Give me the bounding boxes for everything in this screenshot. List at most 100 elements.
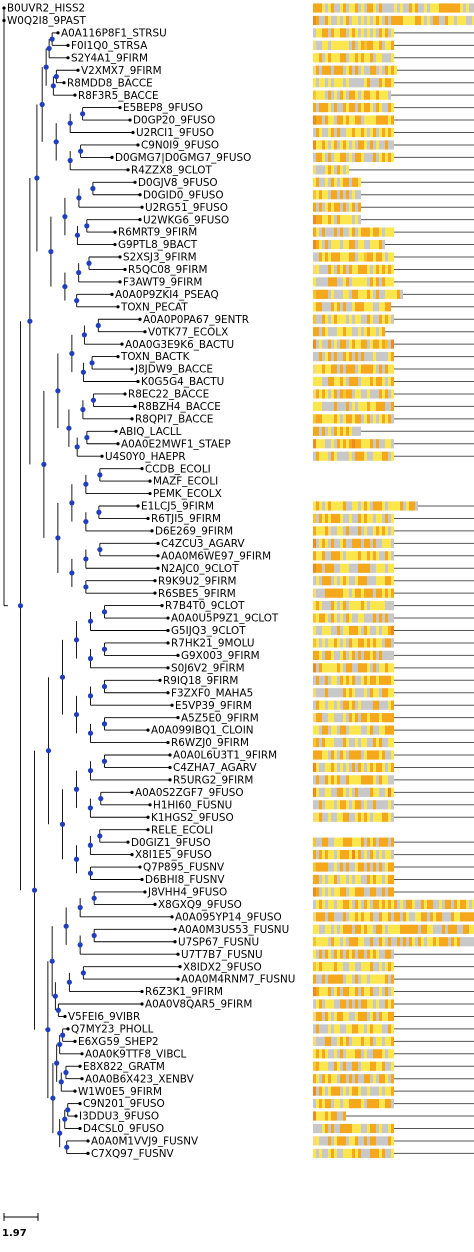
sequence-block (370, 663, 373, 673)
sequence-block (361, 563, 364, 573)
sequence-block (340, 1099, 343, 1109)
sequence-block (388, 526, 391, 536)
sequence-block (373, 675, 376, 685)
sequence-block (349, 1074, 352, 1084)
sequence-block (313, 899, 316, 909)
sequence-block (457, 912, 460, 922)
leaf-label: X8GXQ9_9FUSO (158, 899, 242, 911)
sequence-block (352, 762, 355, 773)
sequence-block (343, 1086, 346, 1096)
sequence-block (391, 15, 394, 26)
sequence-block (343, 601, 346, 611)
leaf-label: R7HK21_9MOLU (171, 638, 255, 650)
sequence-block (352, 999, 355, 1009)
sequence-block (373, 613, 376, 623)
sequence-block (322, 1123, 325, 1134)
sequence-block (325, 588, 328, 598)
sequence-block (340, 787, 343, 797)
sequence-block (367, 912, 370, 922)
sequence-block (334, 127, 337, 138)
sequence-block (313, 3, 316, 13)
sequence-block (391, 115, 394, 125)
sequence-block (334, 40, 337, 50)
sequence-block (349, 713, 352, 723)
sequence-block (391, 277, 394, 287)
sequence-block (391, 688, 394, 698)
sequence-block (352, 389, 355, 399)
sequence-block (382, 563, 385, 573)
sequence-block (319, 750, 322, 760)
sequence-block (415, 15, 418, 26)
sequence-block (334, 401, 337, 411)
sequence-block (391, 613, 394, 623)
sequence-block (349, 750, 352, 760)
sequence-block (343, 376, 346, 387)
sequence-block (343, 837, 346, 847)
sequence-block (340, 314, 343, 324)
sequence-block (331, 974, 334, 984)
node-marker (31, 887, 38, 893)
sequence-block (358, 576, 361, 586)
sequence-block (349, 140, 352, 150)
sequence-block (343, 1099, 346, 1109)
sequence-block (343, 563, 346, 573)
sequence-block (358, 725, 361, 735)
sequence-block (334, 837, 337, 847)
sequence-block (403, 924, 406, 934)
leaf-label: CCDB_ECOLI (145, 463, 211, 475)
sequence-block (322, 974, 325, 984)
sequence-block (385, 563, 388, 573)
sequence-block (325, 850, 328, 860)
sequence-block (316, 78, 319, 88)
sequence-block (382, 339, 385, 349)
sequence-block (334, 1061, 337, 1071)
leaf-label: U2RG51_9FUSO (145, 202, 228, 214)
sequence-block (361, 227, 364, 237)
sequence-block (313, 376, 316, 387)
leaf-tip (76, 68, 80, 72)
sequence-block (382, 912, 385, 922)
sequence-block (346, 650, 349, 660)
leaf-tip (140, 877, 144, 882)
sequence-block (376, 439, 379, 449)
sequence-block (355, 289, 358, 299)
sequence-block (370, 103, 373, 113)
sequence-block (316, 551, 319, 561)
sequence-block (316, 53, 319, 63)
sequence-block (328, 588, 331, 598)
sequence-block (340, 1024, 343, 1034)
sequence-block (358, 700, 361, 710)
sequence-block (340, 1136, 343, 1146)
sequence-block (364, 1024, 367, 1034)
sequence-block (313, 1111, 316, 1121)
node-marker (73, 711, 80, 718)
sequence-block (376, 90, 379, 100)
sequence-block (379, 688, 382, 698)
sequence-block (313, 439, 316, 449)
leaf-label: R6WZJ0_9FIRM (171, 737, 249, 749)
sequence-block (343, 1148, 346, 1158)
sequence-block (391, 725, 394, 735)
sequence-block (367, 1011, 370, 1022)
sequence-block (358, 563, 361, 573)
leaf-tip (86, 1151, 90, 1155)
sequence-block (355, 725, 358, 735)
sequence-block (343, 1111, 346, 1121)
sequence-block (325, 912, 328, 922)
sequence-block (331, 775, 334, 785)
sequence-block (334, 588, 337, 598)
sequence-block (382, 1136, 385, 1146)
sequence-block (373, 1123, 376, 1134)
sequence-block (352, 588, 355, 598)
sequence-block (361, 53, 364, 63)
sequence-block (358, 924, 361, 934)
sequence-block (385, 277, 388, 287)
sequence-block (364, 538, 367, 548)
sequence-block (328, 501, 331, 511)
sequence-block (340, 277, 343, 287)
sequence-block (316, 625, 319, 636)
sequence-block (364, 65, 367, 75)
sequence-block (367, 688, 370, 698)
sequence-block (340, 28, 343, 38)
sequence-block (340, 526, 343, 536)
